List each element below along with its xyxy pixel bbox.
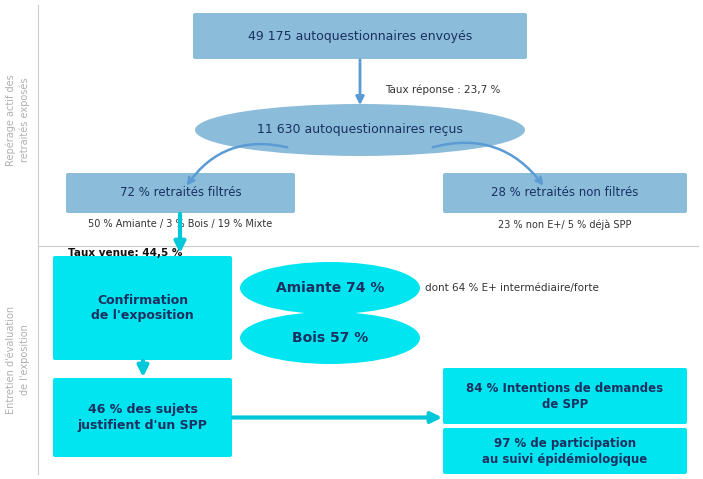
- Ellipse shape: [240, 312, 420, 364]
- Text: 50 % Amiante / 3 % Bois / 19 % Mixte: 50 % Amiante / 3 % Bois / 19 % Mixte: [89, 219, 273, 229]
- FancyBboxPatch shape: [193, 13, 527, 59]
- Text: dont 64 % E+ intermédiaire/forte: dont 64 % E+ intermédiaire/forte: [425, 283, 599, 293]
- Text: 28 % retraités non filtrés: 28 % retraités non filtrés: [491, 186, 639, 199]
- FancyBboxPatch shape: [443, 368, 687, 424]
- Text: 23 % non E+/ 5 % déjà SPP: 23 % non E+/ 5 % déjà SPP: [498, 219, 632, 229]
- Text: Amiante 74 %: Amiante 74 %: [276, 281, 384, 295]
- Text: 49 175 autoquestionnaires envoyés: 49 175 autoquestionnaires envoyés: [248, 30, 472, 43]
- Text: Bois 57 %: Bois 57 %: [292, 331, 368, 345]
- Text: Taux venue: 44,5 %: Taux venue: 44,5 %: [68, 248, 182, 258]
- FancyBboxPatch shape: [53, 378, 232, 457]
- FancyBboxPatch shape: [443, 428, 687, 474]
- Text: 11 630 autoquestionnaires reçus: 11 630 autoquestionnaires reçus: [257, 124, 463, 137]
- Text: Confirmation
de l'exposition: Confirmation de l'exposition: [91, 294, 194, 322]
- Text: Entretien d'évaluation
de l'exposition: Entretien d'évaluation de l'exposition: [6, 306, 30, 414]
- Text: 97 % de participation
au suivi épidémiologique: 97 % de participation au suivi épidémiol…: [482, 436, 647, 466]
- Ellipse shape: [195, 104, 525, 156]
- Ellipse shape: [240, 262, 420, 314]
- Text: Taux réponse : 23,7 %: Taux réponse : 23,7 %: [385, 85, 501, 95]
- Text: 84 % Intentions de demandes
de SPP: 84 % Intentions de demandes de SPP: [466, 381, 664, 411]
- Text: 46 % des sujets
justifient d'un SPP: 46 % des sujets justifient d'un SPP: [77, 403, 207, 432]
- FancyBboxPatch shape: [443, 173, 687, 213]
- FancyBboxPatch shape: [66, 173, 295, 213]
- FancyBboxPatch shape: [53, 256, 232, 360]
- Text: 72 % retraités filtrés: 72 % retraités filtrés: [120, 186, 241, 199]
- Text: Repérage actif des
retraités exposés: Repérage actif des retraités exposés: [6, 74, 30, 166]
